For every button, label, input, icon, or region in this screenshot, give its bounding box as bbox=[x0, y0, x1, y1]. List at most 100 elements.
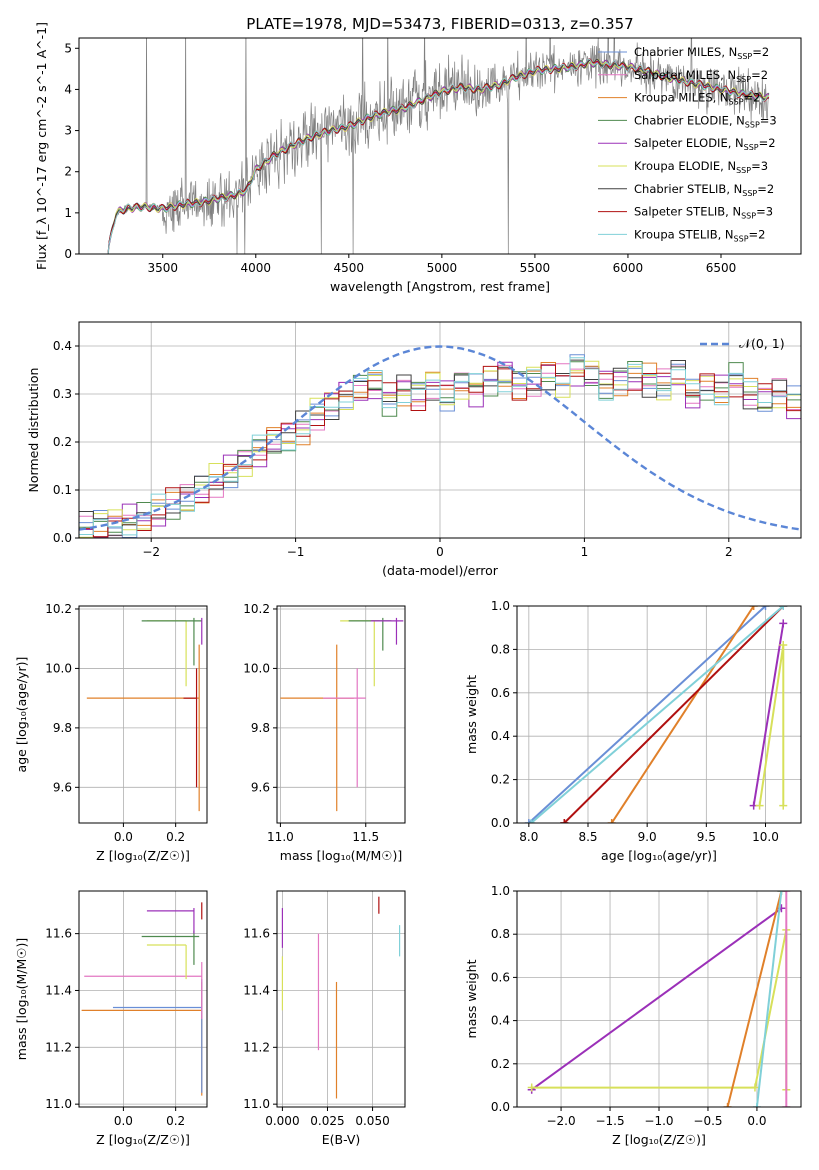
y-tick-label: 10.2 bbox=[45, 602, 72, 616]
x-tick-label: 8.5 bbox=[578, 830, 597, 844]
mass-weight-line bbox=[610, 606, 755, 823]
x-tick-label: 9.5 bbox=[697, 830, 716, 844]
age-vs-mass-panel: 11.0 11.5 9.6 9.8 10.0 10.2 mass [log₁₀(M/M☉)] bbox=[243, 602, 406, 863]
y-tick-label: 0 bbox=[64, 247, 72, 261]
mass-weight-marker bbox=[777, 891, 786, 895]
data-point bbox=[323, 668, 366, 788]
residuals-panel: −2 −1 0 1 2 0.0 0.1 0.2 0.3 0.4 (data-model)/error… bbox=[26, 321, 802, 578]
mass-weight-line bbox=[752, 623, 785, 806]
mass-weight-marker bbox=[750, 1083, 759, 1092]
y-tick-label: 11.0 bbox=[45, 1097, 72, 1111]
error-bars bbox=[281, 896, 401, 1099]
y-axis-label: age [log₁₀(age/yr)] bbox=[14, 657, 29, 773]
legend-entry: Kroupa ELODIE, NSSP=3 bbox=[634, 159, 768, 175]
mass-weight-marker bbox=[607, 819, 616, 823]
residual-curves bbox=[79, 345, 801, 538]
mass-weight-marker bbox=[749, 606, 758, 610]
y-tick-label: 9.8 bbox=[251, 721, 270, 735]
y-tick-label: 11.2 bbox=[243, 1040, 270, 1054]
x-tick-label: 0 bbox=[436, 545, 444, 559]
age-vs-metallicity-panel: 0.0 0.2 9.6 9.8 10.0 10.2 Z [log₁₀(Z/Z☉)] age [… bbox=[14, 602, 208, 863]
mass-weight-marker bbox=[752, 1103, 761, 1107]
mass-weight-marker bbox=[723, 1103, 732, 1107]
y-tick-label: 9.6 bbox=[53, 780, 72, 794]
y-tick-label: 11.6 bbox=[243, 927, 270, 941]
x-tick-label: 11.5 bbox=[352, 830, 379, 844]
x-axis-label: age [log₁₀(age/yr)] bbox=[601, 848, 717, 863]
x-tick-label: 6500 bbox=[706, 261, 737, 275]
y-tick-label: 0.6 bbox=[491, 686, 510, 700]
mass-weight-marker bbox=[761, 606, 770, 610]
mass-weight-marker bbox=[755, 801, 764, 810]
y-tick-label: 11.0 bbox=[243, 1097, 270, 1111]
x-axis-label: (data-model)/error bbox=[382, 563, 499, 578]
data-point bbox=[84, 962, 203, 1019]
model-spectrum-line bbox=[106, 58, 770, 254]
y-tick-label: 1.0 bbox=[491, 884, 510, 898]
mass-weight-marker bbox=[782, 1103, 791, 1107]
mass-weight-vs-age-panel: 8.0 8.5 9.0 9.5 10.0 0.0 0.2 0.4 0.6 0.8 1.0 age [l… bbox=[464, 599, 802, 863]
model-spectrum-line bbox=[106, 58, 770, 254]
y-tick-label: 1.0 bbox=[491, 599, 510, 613]
error-bars bbox=[86, 617, 203, 812]
legend-entry: Salpeter ELODIE, NSSP=2 bbox=[634, 136, 776, 152]
plot-frame bbox=[516, 605, 802, 824]
y-tick-label: 3 bbox=[64, 124, 72, 138]
x-tick-label: −1 bbox=[287, 545, 305, 559]
x-tick-label: −1.0 bbox=[644, 1114, 673, 1128]
y-axis-label: Normed distribution bbox=[26, 368, 41, 493]
x-tick-label: 0.000 bbox=[265, 1114, 299, 1128]
y-axis-label: mass weight bbox=[464, 675, 479, 754]
plot-frame bbox=[78, 321, 802, 539]
y-tick-label: 0.0 bbox=[53, 531, 72, 545]
mass-weight-line bbox=[563, 606, 785, 823]
x-tick-label: 5500 bbox=[520, 261, 551, 275]
x-tick-label: 2 bbox=[725, 545, 733, 559]
y-tick-label: 4 bbox=[64, 82, 72, 96]
data-point bbox=[141, 617, 202, 666]
y-axis-label: mass weight bbox=[464, 959, 479, 1038]
plot-frame bbox=[276, 890, 406, 1108]
x-tick-label: 9.0 bbox=[638, 830, 657, 844]
y-tick-label: 11.4 bbox=[243, 983, 270, 997]
y-tick-label: 9.8 bbox=[53, 721, 72, 735]
x-axis-label: mass [log₁₀(M/M☉)] bbox=[280, 848, 402, 863]
y-tick-label: 10.0 bbox=[243, 661, 270, 675]
mass-weight-marker bbox=[779, 606, 788, 610]
y-tick-label: 0.3 bbox=[53, 387, 72, 401]
data-point bbox=[146, 944, 187, 980]
mass-weight-lines bbox=[527, 891, 791, 1107]
x-tick-label: −0.5 bbox=[693, 1114, 722, 1128]
legend-entry: Kroupa MILES, NSSP=2 bbox=[634, 91, 760, 107]
x-tick-label: 0.0 bbox=[114, 1114, 133, 1128]
residual-histogram bbox=[79, 364, 801, 538]
model-spectrum-line bbox=[106, 58, 770, 254]
legend-entry: Chabrier STELIB, NSSP=2 bbox=[634, 182, 774, 198]
x-axis-label: Z [log₁₀(Z/Z☉)] bbox=[96, 1132, 190, 1147]
plot-frame bbox=[78, 37, 802, 255]
spectrum-panel: 3500 4000 4500 5000 5500 6000 6500 0 1 2 3 4 5 wavele… bbox=[34, 22, 802, 294]
x-tick-label: 0.0 bbox=[747, 1114, 766, 1128]
y-tick-label: 0.2 bbox=[491, 1057, 510, 1071]
data-point bbox=[370, 617, 404, 645]
x-tick-label: 4000 bbox=[241, 261, 272, 275]
x-tick-label: 6000 bbox=[613, 261, 644, 275]
mass-vs-ebv-panel: 0.000 0.025 0.050 11.0 11.2 11.4 11.6 E(B-V) bbox=[243, 890, 406, 1147]
mass-weight-marker bbox=[779, 801, 788, 810]
x-tick-label: 0.2 bbox=[166, 830, 185, 844]
y-tick-label: 0.4 bbox=[491, 729, 510, 743]
x-tick-label: 0.0 bbox=[114, 830, 133, 844]
mass-weight-line bbox=[531, 907, 782, 1091]
mass-weight-lines bbox=[524, 606, 788, 823]
legend-entry: Chabrier ELODIE, NSSP=3 bbox=[634, 113, 777, 129]
data-point bbox=[146, 908, 195, 934]
y-axis-label: mass [log₁₀(M/M☉)] bbox=[14, 938, 29, 1060]
x-tick-label: 0.050 bbox=[355, 1114, 389, 1128]
x-axis-label: E(B-V) bbox=[322, 1132, 361, 1147]
spectrum-legend: Chabrier MILES, NSSP=2 Salpeter MILES, NS… bbox=[598, 45, 777, 243]
x-axis-label: Z [log₁₀(Z/Z☉)] bbox=[96, 848, 190, 863]
y-tick-label: 0.6 bbox=[491, 970, 510, 984]
x-tick-label: 0.025 bbox=[310, 1114, 344, 1128]
x-tick-label: −2 bbox=[142, 545, 160, 559]
